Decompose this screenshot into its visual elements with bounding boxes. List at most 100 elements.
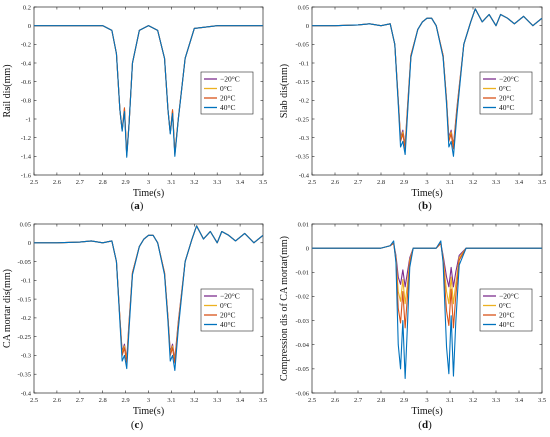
x-tick-label: 2.8 [377,397,385,404]
legend-label: 0°C [499,84,511,93]
legend-label: 40°C [220,320,236,329]
panel-d: 2.5 2.6 2.7 2.8 2.9 3 3.1 3.2 3.3 3.4 3.5 0.01 0 -0.0… [279,221,546,431]
legend-label: −20°C [499,292,519,301]
x-tick-label: 2.6 [331,397,340,404]
x-tick-label: 2.5 [308,397,316,404]
caption-open: ( [418,419,422,431]
caption-open: ( [418,200,422,212]
panel-b: 2.5 2.6 2.7 2.8 2.9 3 3.1 3.2 3.3 3.4 3.5 0.05 0 -0.0… [279,4,546,212]
y-tick-label: -0.35 [17,372,31,379]
x-tick-label: 3.5 [259,179,267,186]
y-tick-label: -0.05 [295,42,309,49]
legend-label: 40°C [499,103,515,112]
legend: −20°C0°C20°C40°C [479,288,533,332]
y-tick-label: -0.4 [21,60,32,67]
y-tick-label: -0.35 [295,154,309,161]
caption-close: ) [428,419,432,431]
caption-letter: a [134,200,140,212]
caption-letter: d [422,419,428,431]
x-tick-label: 2.8 [99,179,107,186]
y-tick-label: 0.2 [23,4,31,11]
x-tick-label: 2.8 [377,179,385,186]
caption-open: ( [131,200,135,212]
x-tick-label: 2.5 [30,397,38,404]
x-tick-label: 3.1 [446,179,454,186]
panel-caption: (b) [418,200,432,212]
y-tick-label: 0 [306,245,309,252]
x-tick-label: 3.1 [167,179,175,186]
y-tick-label: -0.05 [17,259,31,266]
x-axis-label: Time(s) [133,188,164,199]
panel-a: 2.5 2.6 2.7 2.8 2.9 3 3.1 3.2 3.3 3.4 3.5 0.2 0 -0.2 -… [2,4,267,212]
y-tick-label: -0.8 [21,98,31,105]
x-tick-label: 2.7 [76,179,85,186]
y-tick-label: -0.2 [299,98,309,105]
y-tick-label: -0.1 [299,60,309,67]
legend-label: 20°C [220,94,236,103]
series-line-40 [312,240,542,380]
x-tick-label: 2.8 [99,397,107,404]
x-tick-label: 3.4 [515,179,524,186]
x-tick-label: 2.6 [53,179,62,186]
panel-caption: (c) [131,419,144,431]
x-tick-label: 3.1 [167,397,175,404]
y-tick-label: -0.3 [21,353,31,360]
x-tick-label: 3.2 [469,397,477,404]
panel-caption: (a) [131,200,144,212]
legend-label: −20°C [499,75,519,84]
y-tick-label: -0.02 [295,294,309,301]
legend-label: 0°C [220,84,232,93]
y-tick-label: -1.2 [21,135,31,142]
x-tick-label: 2.9 [400,179,408,186]
y-axis-label: Slab dis(mm) [279,64,290,118]
x-axis-label: Time(s) [133,406,164,417]
series-line-40 [34,25,263,158]
legend-label: 40°C [499,320,515,329]
x-tick-label: 3.3 [492,179,500,186]
legend-label: 0°C [499,301,511,310]
y-tick-label: 0.05 [20,221,31,228]
y-tick-label: -0.05 [295,366,309,373]
legend: −20°C0°C20°C40°C [200,288,254,332]
x-tick-label: 3 [425,397,428,404]
y-tick-label: -0.04 [295,342,309,349]
panel-caption: (d) [418,419,432,431]
panel-c: 2.5 2.6 2.7 2.8 2.9 3 3.1 3.2 3.3 3.4 3.5 0.05 0 -0.0… [2,221,267,431]
y-tick-label: -0.01 [295,270,309,277]
y-tick-label: -0.25 [17,334,31,341]
x-tick-label: 3.4 [236,397,245,404]
y-tick-label: -0.6 [21,79,32,86]
x-tick-label: 2.6 [331,179,340,186]
x-axis-label: Time(s) [411,188,442,199]
caption-close: ) [140,200,144,212]
caption-close: ) [428,200,432,212]
x-tick-label: 2.9 [400,397,408,404]
x-tick-label: 2.9 [122,179,130,186]
x-axis-label: Time(s) [411,406,442,417]
y-tick-label: -0.4 [299,172,310,179]
legend: −20°C0°C20°C40°C [479,71,533,115]
y-tick-label: -0.2 [21,315,31,322]
caption-open: ( [131,419,135,431]
y-tick-label: 0 [28,240,31,247]
x-tick-label: 2.7 [354,397,363,404]
legend-label: 40°C [220,103,236,112]
y-tick-label: -0.2 [21,42,31,49]
x-tick-label: 2.7 [354,179,363,186]
x-tick-label: 3.3 [213,179,221,186]
y-tick-label: -0.1 [21,278,31,285]
x-tick-label: 3.2 [469,179,477,186]
y-tick-label: -0.15 [17,296,31,303]
x-tick-label: 3.4 [515,397,524,404]
x-tick-label: 2.9 [122,397,130,404]
caption-letter: c [135,419,140,431]
legend-label: 0°C [220,301,232,310]
y-tick-label: 0 [28,23,31,30]
y-tick-label: -1.6 [21,172,32,179]
y-tick-label: -0.06 [295,390,309,397]
legend: −20°C0°C20°C40°C [200,71,254,115]
y-tick-label: -1 [26,116,31,123]
x-tick-label: 3.3 [492,397,500,404]
series-line-40 [312,8,543,157]
